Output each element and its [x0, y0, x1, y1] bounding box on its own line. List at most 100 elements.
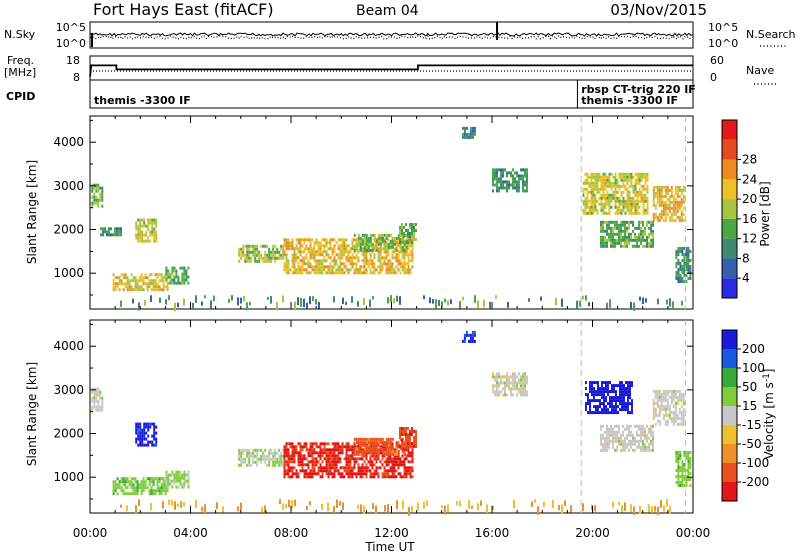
power-cell	[640, 229, 642, 233]
power-cell	[315, 271, 318, 275]
power-cell	[656, 194, 659, 198]
velocity-cell	[381, 457, 384, 461]
velocity-cell	[377, 437, 380, 441]
power-cell	[335, 253, 338, 257]
velocity-cell	[628, 448, 630, 452]
power-cell	[345, 256, 348, 260]
power-cell	[662, 206, 665, 210]
power-cell	[181, 275, 184, 279]
velocity-cell	[373, 475, 376, 479]
velocity-cell	[638, 424, 640, 428]
power-cell	[409, 244, 412, 248]
velocity-strip-cell	[426, 500, 428, 507]
power-cell	[345, 238, 348, 242]
velocity-cell	[595, 393, 597, 397]
power-cell	[309, 247, 312, 251]
velocity-cell	[132, 489, 135, 493]
power-cell	[321, 262, 324, 266]
velocity-colorbar-label-close: ]	[762, 369, 776, 374]
velocity-cell	[597, 411, 599, 415]
power-cell	[373, 236, 376, 240]
power-cell	[293, 253, 296, 257]
power-cell	[148, 285, 151, 289]
power-cell	[672, 218, 675, 222]
power-cell	[648, 226, 650, 230]
power-cell	[339, 262, 342, 266]
velocity-cell	[315, 451, 318, 455]
power-cell	[276, 256, 279, 260]
velocity-cell	[603, 408, 605, 412]
velocity-cell	[603, 390, 605, 394]
power-cell	[327, 256, 330, 260]
velocity-cell	[650, 442, 652, 446]
power-cell	[628, 232, 630, 236]
velocity-cell	[498, 393, 500, 397]
power-cell	[411, 241, 413, 244]
power-cell	[640, 190, 643, 194]
velocity-cell	[612, 427, 614, 431]
power-cell	[120, 273, 123, 277]
power-cell	[357, 256, 360, 260]
power-cell	[244, 244, 247, 248]
velocity-cell	[295, 475, 298, 479]
velocity-cell	[175, 485, 178, 489]
velocity-cell	[291, 460, 294, 464]
velocity-cell	[409, 439, 411, 442]
power-cell	[112, 282, 115, 286]
power-strip-cell	[540, 296, 542, 301]
power-cell	[327, 268, 330, 272]
power-cell	[165, 272, 168, 276]
power-cell	[522, 183, 524, 187]
power-cell	[254, 247, 257, 251]
velocity-cell	[137, 437, 140, 441]
velocity-cell	[112, 492, 115, 496]
power-cell	[185, 269, 188, 273]
velocity-cell	[319, 451, 322, 455]
velocity-cell	[371, 443, 374, 447]
power-cell	[389, 268, 392, 272]
velocity-cell	[285, 442, 288, 446]
velocity-cell	[97, 402, 100, 406]
velocity-cell	[144, 483, 147, 487]
velocity-cell	[375, 472, 378, 476]
velocity-strip-cell	[327, 502, 329, 512]
velocity-cell	[613, 399, 615, 403]
power-cell	[626, 190, 629, 194]
power-colorbar-tick-label-3: 16	[742, 212, 757, 226]
power-cell	[373, 244, 376, 248]
velocity-cell	[309, 454, 312, 458]
power-cell	[679, 250, 682, 253]
power-cell	[610, 187, 613, 191]
power-strip-cell	[120, 300, 122, 307]
velocity-cell	[355, 446, 358, 450]
power-cell	[610, 235, 612, 239]
power-cell	[618, 199, 621, 203]
power-cell	[335, 271, 338, 275]
velocity-cell	[112, 483, 115, 487]
power-cell	[116, 230, 118, 234]
power-cell	[399, 259, 402, 263]
power-cell	[278, 250, 281, 254]
power-cell	[363, 271, 366, 275]
velocity-cell	[469, 333, 472, 337]
power-cell	[126, 279, 129, 283]
power-cell	[409, 268, 412, 272]
velocity-cell	[666, 392, 669, 396]
power-cell	[498, 168, 500, 172]
velocity-cell	[175, 473, 178, 477]
velocity-cell	[341, 448, 344, 452]
power-cell	[514, 186, 516, 190]
cpid-entry-0: themis -3300 IF	[94, 94, 191, 107]
velocity-cell	[674, 419, 677, 423]
velocity-colorbar-tick-label-3: 15	[742, 399, 757, 413]
power-cell	[377, 265, 380, 269]
velocity-cell	[650, 448, 652, 452]
power-strip-cell	[240, 297, 242, 304]
power-cell	[646, 241, 648, 245]
power-cell	[590, 193, 593, 197]
velocity-cell	[601, 396, 603, 400]
power-cell	[389, 239, 392, 243]
velocity-cell	[672, 392, 675, 396]
velocity-cell	[403, 433, 405, 436]
power-cell	[612, 235, 614, 239]
